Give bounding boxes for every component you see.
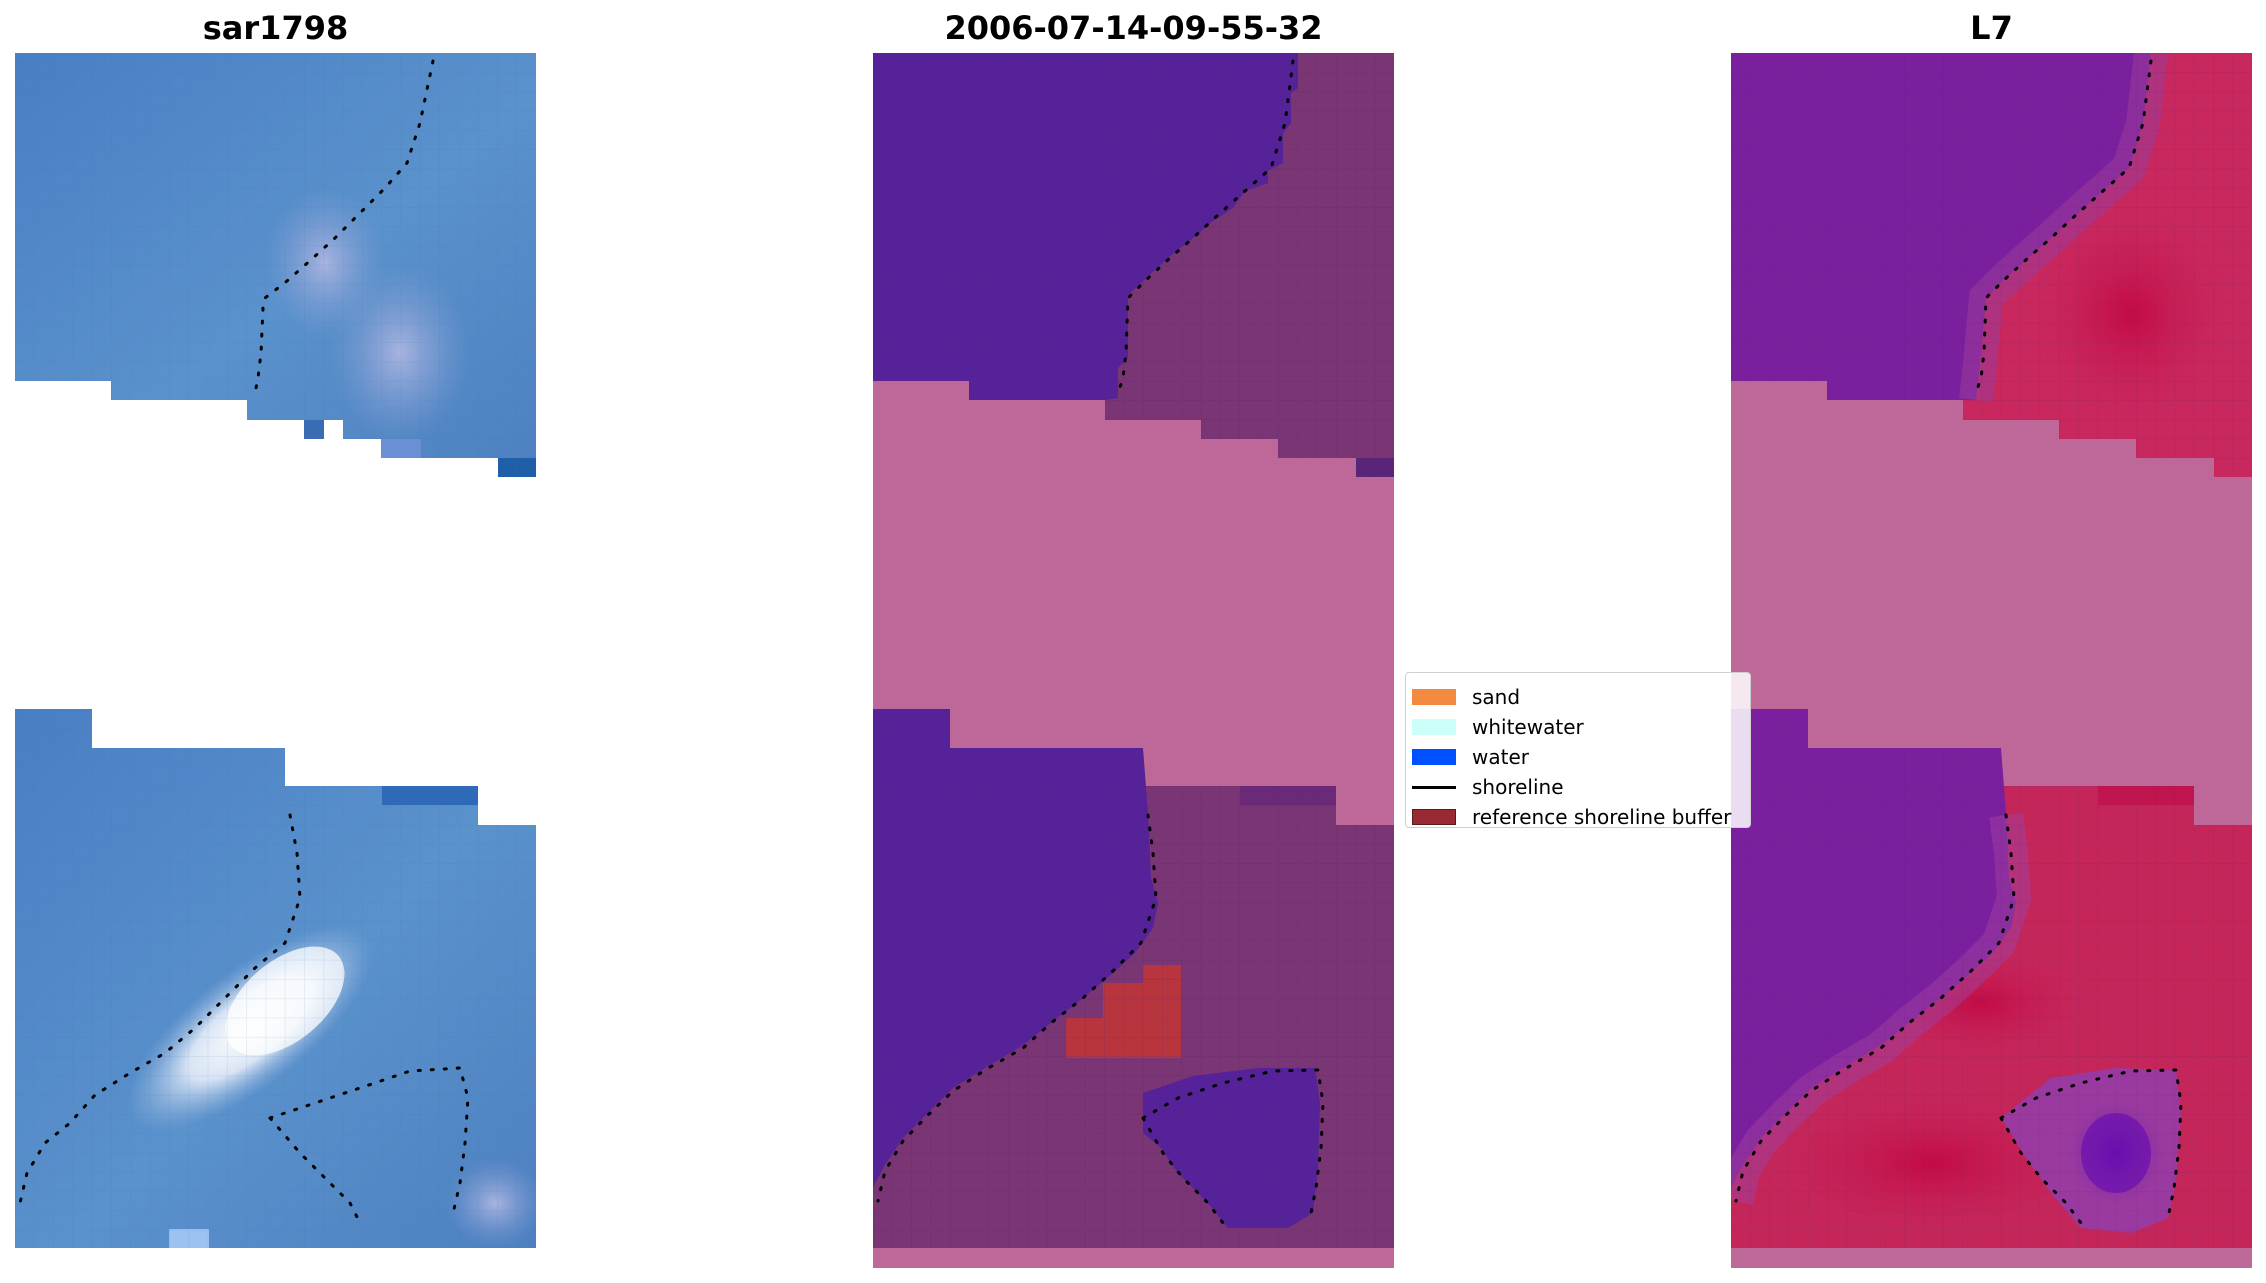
panel-title-rgb: sar1798 <box>202 9 349 47</box>
legend-label-whitewater: whitewater <box>1472 715 1584 739</box>
legend-swatch-sand <box>1412 689 1456 705</box>
classification-panel <box>873 53 1394 1268</box>
classification-top <box>873 53 1394 477</box>
rgb-image-panel <box>15 53 536 1248</box>
shoreline-dots-index <box>1734 59 2183 1225</box>
legend-label-sand: sand <box>1472 685 1521 709</box>
legend-item-water: water <box>1412 742 1529 772</box>
classification-bottom <box>873 709 1394 1248</box>
index-bottom <box>1731 709 2252 1248</box>
shoreline-dots-classification <box>876 59 1325 1225</box>
index-panel <box>1731 53 2252 1268</box>
legend-label-water: water <box>1472 745 1529 769</box>
legend-item-whitewater: whitewater <box>1412 712 1584 742</box>
legend-swatch-whitewater <box>1412 719 1456 735</box>
panel-title-classification: 2006-07-14-09-55-32 <box>944 9 1323 47</box>
index-top <box>1731 53 2252 477</box>
legend-line-shoreline <box>1412 785 1456 789</box>
legend-item-shoreline: shoreline <box>1412 772 1564 802</box>
legend-label-reference-buffer: reference shoreline buffer <box>1472 805 1732 828</box>
shoreline-dots-rgb <box>18 59 470 1225</box>
rgb-image-bottom <box>15 709 536 1248</box>
legend-label-shoreline: shoreline <box>1472 775 1564 799</box>
legend: sand whitewater water shoreline referenc… <box>1405 672 1751 828</box>
legend-item-reference-buffer: reference shoreline buffer <box>1412 802 1732 828</box>
legend-item-sand: sand <box>1412 682 1520 712</box>
legend-swatch-water <box>1412 749 1456 765</box>
legend-swatch-reference-buffer <box>1412 809 1456 825</box>
panel-title-index: L7 <box>1970 9 2013 47</box>
rgb-image-top <box>15 53 536 477</box>
